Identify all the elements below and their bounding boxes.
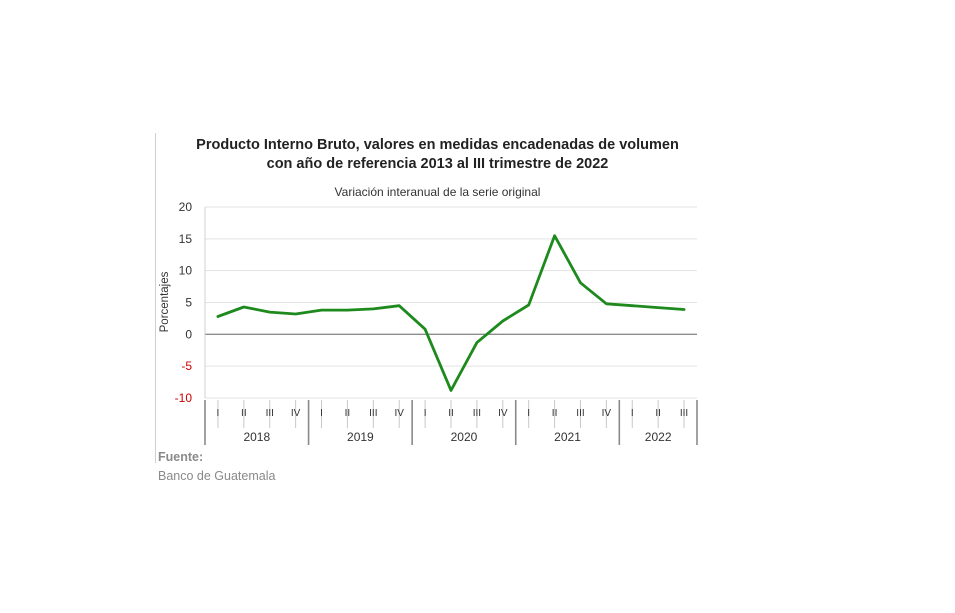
y-tick-label: 15 [179,232,193,246]
series-layer [216,234,686,392]
x-quarter-label: III [369,408,377,419]
y-tick-label: 5 [185,296,192,310]
y-tick-label: 10 [179,264,193,278]
chart-title-line1: Producto Interno Bruto, valores en medid… [196,137,679,153]
x-year-label: 2019 [347,430,374,444]
x-quarter-label: I [424,408,427,419]
chart-subtitle: Variación interanual de la serie origina… [334,185,541,199]
chart-title: Producto Interno Bruto, valores en medid… [160,136,715,174]
x-quarter-label: II [448,408,454,419]
x-quarter-label: I [217,408,220,419]
x-quarter-label: I [631,408,634,419]
x-quarter-label: II [655,408,661,419]
x-quarter-label: II [241,408,247,419]
x-year-label: 2018 [243,430,270,444]
x-quarter-label: III [266,408,274,419]
x-axis-layer: I II III IV I II III IV I II III IV I II III IV I II III20… [204,400,698,445]
left-rule [155,133,156,463]
grid-layer [204,206,697,399]
x-quarter-label: IV [291,408,301,419]
y-tick-label: 0 [185,327,192,341]
x-quarter-label: IV [394,408,404,419]
x-quarter-label: I [527,408,530,419]
x-quarter-label: IV [498,408,508,419]
chart-title-line2: con año de referencia 2013 al III trimes… [266,156,609,172]
y-tick-label: -5 [181,359,192,373]
source-label: Fuente: [158,450,204,464]
x-year-label: 2020 [451,430,478,444]
x-year-label: 2021 [554,430,581,444]
x-quarter-label: II [552,408,558,419]
x-quarter-label: III [473,408,481,419]
x-quarter-label: IV [602,408,612,419]
x-quarter-label: III [680,408,688,419]
source-text: Banco de Guatemala [158,469,276,483]
y-axis-label: Porcentajes [159,271,171,332]
x-quarter-label: II [345,408,351,419]
y-tick-label: -10 [175,391,193,405]
y-tick-layer: 20 15 10 5 0 -5 -10 [175,200,193,405]
series-line [216,234,686,392]
x-quarter-label: III [576,408,584,419]
y-tick-label: 20 [179,200,193,214]
x-quarter-label: I [320,408,323,419]
x-year-label: 2022 [645,430,672,444]
